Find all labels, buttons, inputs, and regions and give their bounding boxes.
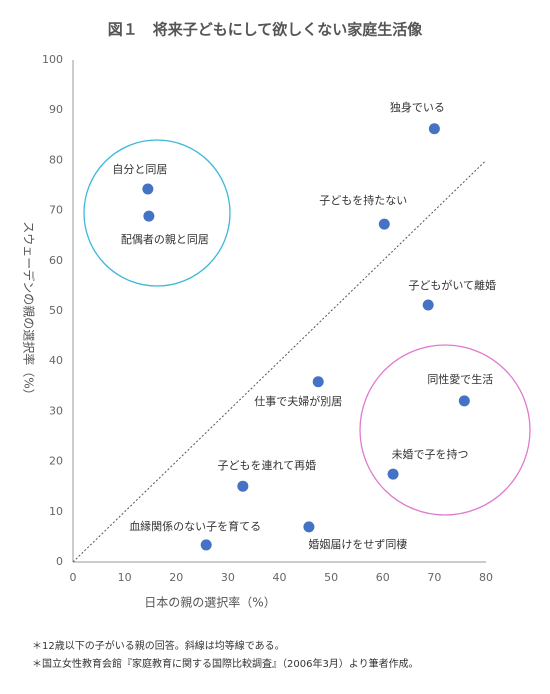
point-label: 独身でいる (390, 100, 445, 114)
x-axis-label: 日本の親の選択率（%） (144, 595, 275, 610)
y-tick-label: 60 (49, 254, 63, 267)
x-tick-label: 20 (169, 571, 183, 584)
point (200, 539, 212, 551)
point-label: 同性愛で生活 (427, 372, 493, 386)
footnote: ＊12歳以下の子がいる親の回答。斜線は均等線である。 (32, 639, 285, 652)
y-tick-label: 40 (49, 354, 63, 367)
point (312, 376, 324, 388)
group-circle (359, 344, 531, 516)
point (378, 218, 390, 230)
y-tick-label: 50 (49, 304, 63, 317)
y-axis-label: スウェーデンの親の選択率（%） (22, 221, 37, 400)
x-tick-label: 80 (479, 571, 493, 584)
point-label: 子どもを連れて再婚 (218, 458, 317, 472)
point-label: 血縁関係のない子を育てる (129, 519, 261, 533)
x-tick-label: 10 (118, 571, 132, 584)
x-tick-label: 50 (324, 571, 338, 584)
y-tick-label: 80 (49, 153, 63, 166)
point (428, 123, 440, 135)
point (422, 299, 434, 311)
point (303, 521, 315, 533)
point-label: 婚姻届けをせず同棲 (308, 537, 407, 551)
point-label: 自分と同居 (112, 163, 167, 176)
group-circle (83, 139, 231, 287)
point-label: 子どもを持たない (319, 193, 407, 207)
equality-line (72, 160, 487, 563)
x-tick-label: 60 (376, 571, 390, 584)
x-tick-label: 40 (273, 571, 287, 584)
point (142, 183, 154, 195)
x-tick-label: 70 (427, 571, 441, 584)
point (237, 480, 249, 492)
y-tick-label: 90 (49, 103, 63, 116)
y-tick-label: 20 (49, 455, 63, 468)
chart-title: 図１ 将来子どもにして欲しくない家庭生活像 (108, 21, 424, 39)
y-tick-label: 30 (49, 404, 63, 417)
point-label: 仕事で夫婦が別居 (254, 394, 342, 408)
y-tick-label: 100 (42, 53, 63, 66)
point-label: 未婚で子を持つ (392, 447, 469, 461)
point-label: 子どもがいて離婚 (408, 278, 496, 292)
point (458, 395, 470, 407)
point (143, 210, 155, 222)
y-tick-label: 10 (49, 505, 63, 518)
footnote: ＊国立女性教育会館『家庭教育に関する国際比較調査』（2006年3月）より筆者作成… (32, 657, 419, 670)
x-tick-label: 30 (221, 571, 235, 584)
point-label: 配偶者の親と同居 (121, 233, 209, 246)
point (387, 468, 399, 480)
y-tick-label: 0 (56, 555, 63, 568)
x-tick-label: 0 (70, 571, 77, 584)
y-tick-label: 70 (49, 204, 63, 217)
